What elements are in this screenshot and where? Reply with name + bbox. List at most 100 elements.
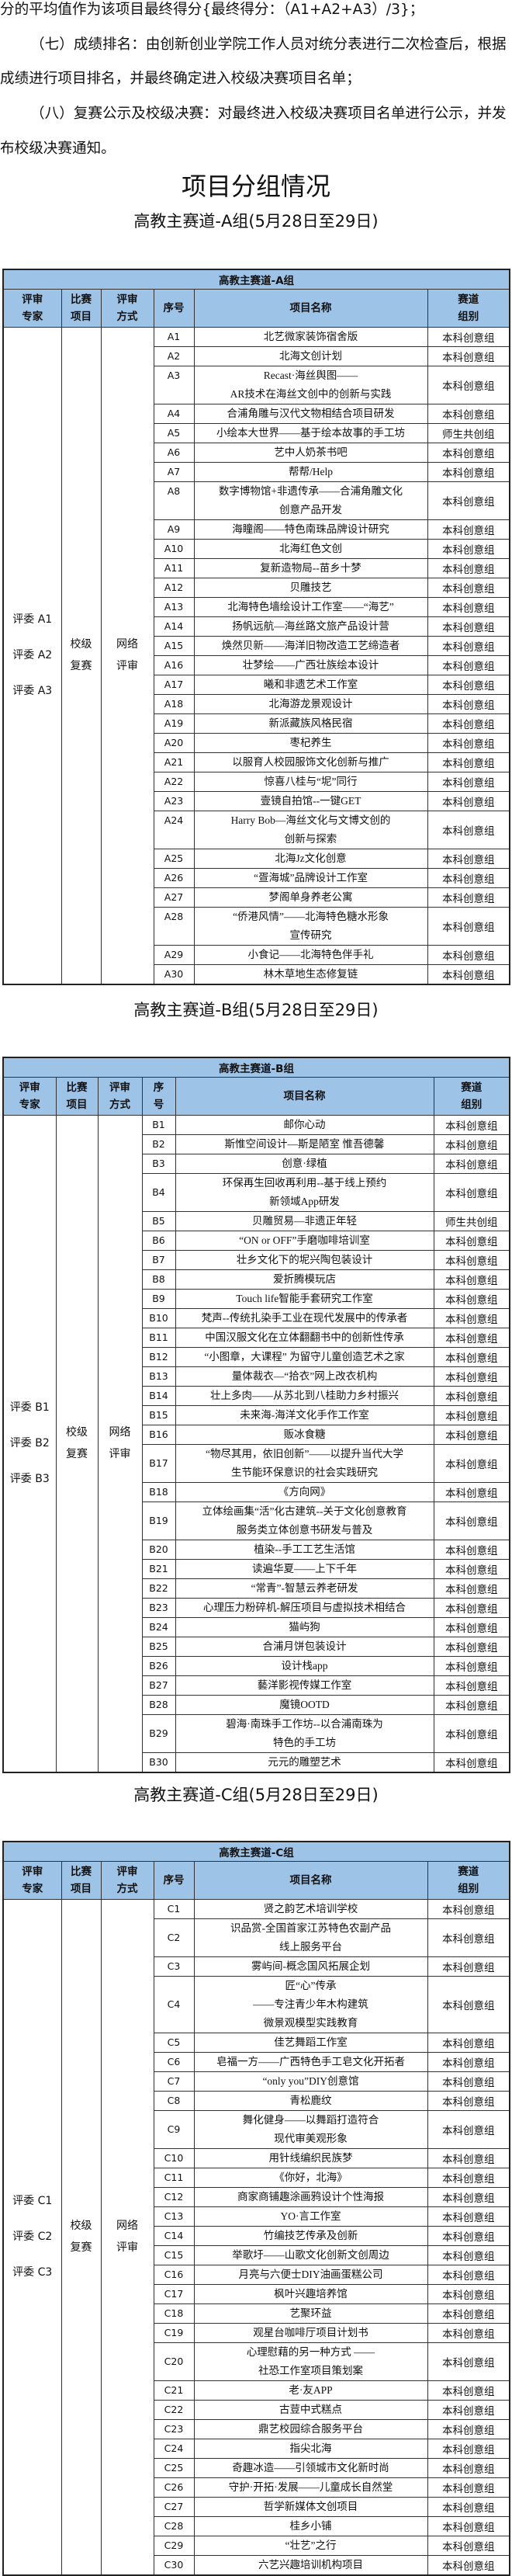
method-cell: 网络 评审 — [100, 1898, 154, 2576]
table-row: A16 壮梦绘——广西壮族绘本设计 本科创意组 — [3, 654, 510, 675]
table-row: C10 用针线编织民族梦 本科创意组 — [3, 2147, 510, 2168]
table-row: 评委 B1 评委 B2 评委 B3 校级 复赛 网络 评审 B1 邮你心动 本科创意组 — [2, 1114, 510, 1773]
table-caption-row: 高教主赛道-B组 — [2, 1057, 510, 1078]
track-cell: 本科创意组 — [433, 1558, 510, 1579]
table-row: B22 “常青”-智慧云养老研发 本科创意组 — [3, 1578, 510, 1599]
track-cell: 本科创意组 — [433, 1694, 510, 1715]
table-row: B25 合浦月饼包装设计 本科创意组 — [3, 1636, 510, 1657]
seq-cell: C19 — [153, 2322, 195, 2343]
project-name-cell: 邮你心动 — [175, 1114, 434, 1135]
project-name-cell: 海瞳阁——特色南珠品牌设计研究 — [193, 519, 428, 540]
group-table: 高教主赛道-B组 评审 专家 比赛 项目 评审 方式序 号项目名称 赛道 组别 评委 B1… — [2, 1056, 510, 1773]
table-row: B17 “物尽其用，依旧创新”——以提升当代大学 生节能环保意识的社会实践研究 本科… — [3, 1443, 510, 1483]
project-name-cell: 北海Jz文化创意 — [193, 848, 428, 869]
project-name-cell: 爱折腾模玩店 — [175, 1269, 434, 1290]
project-name-cell: 壮乡文化下的坭兴陶包装设计 — [175, 1249, 434, 1270]
project-name-cell: 梦阁单身养老公寓 — [193, 887, 428, 908]
seq-cell: B28 — [141, 1694, 176, 1715]
project-name-cell: 量体裁衣—“拾衣”网上改衣机构 — [175, 1366, 434, 1387]
seq-cell: B1 — [141, 1114, 176, 1135]
seq-cell: B14 — [141, 1385, 176, 1406]
track-cell: 本科创意组 — [427, 577, 510, 598]
track-cell: 本科创意组 — [427, 519, 510, 540]
seq-cell: B26 — [141, 1655, 176, 1676]
judge-name: 评委 C3 — [12, 2266, 53, 2279]
seq-cell: C28 — [153, 2515, 195, 2536]
track-cell: 本科创意组 — [427, 2303, 510, 2324]
project-name-cell: Touch life智能手套研究工作室 — [175, 1288, 434, 1309]
track-cell: 本科创意组 — [427, 2167, 510, 2188]
table-row: A8 数字博物馆+非遗传承——合浦角雕文化 创意产品开发 本科创意组 — [3, 481, 510, 520]
seq-cell: A14 — [153, 616, 195, 637]
seq-cell: B5 — [141, 1210, 176, 1231]
project-name-cell: 北艺微家装饰宿舍版 — [193, 326, 428, 347]
table-row: A2 北海文创计划 本科创意组 — [3, 345, 510, 366]
table-row: A29 小食记——北海特色伴手礼 本科创意组 — [3, 944, 510, 965]
project-name-cell: 枣杞养生 — [193, 732, 428, 753]
seq-cell: B4 — [141, 1172, 176, 1212]
track-cell: 本科创意组 — [433, 1153, 510, 1174]
seq-cell: B22 — [141, 1578, 176, 1599]
project-name-cell: 设计栈app — [175, 1655, 434, 1676]
seq-cell: C13 — [153, 2206, 195, 2227]
seq-cell: A8 — [153, 481, 195, 520]
seq-cell: C9 — [153, 2109, 195, 2149]
header-track: 赛道 组别 — [433, 1076, 510, 1116]
track-cell: 本科创意组 — [427, 963, 510, 985]
seq-cell: A12 — [153, 577, 195, 598]
project-name-cell: 合浦角雕与汉代文物相结合项目研发 — [193, 403, 428, 424]
project-name-cell: 匠“心”传承 ——专注青少年木构建筑 微景观模型实践教育 — [193, 1975, 428, 2033]
seq-cell: B23 — [141, 1597, 176, 1618]
table-row: A13 北海特色墙绘设计工作室——“海艺” 本科创意组 — [3, 596, 510, 617]
project-name-cell: 竹编技艺传承及创新 — [193, 2225, 428, 2246]
seq-cell: C6 — [153, 2051, 195, 2072]
seq-cell: A28 — [153, 906, 195, 946]
table-row: B26 设计栈app 本科创意组 — [3, 1655, 510, 1676]
header-event: 比赛 项目 — [61, 288, 102, 328]
project-name-cell: 贤之韵艺术培训学校 — [193, 1898, 428, 1919]
table-row: A23 壹镜自拍馆--一键GET 本科创意组 — [3, 790, 510, 811]
seq-cell: A21 — [153, 752, 195, 772]
table-row: C16 月亮与六便士DIY油画蛋糕公司 本科创意组 — [3, 2264, 510, 2285]
header-track: 赛道 组别 — [427, 1860, 510, 1900]
table-row: A24 Harry Bob—海丝文化与文博文创的 创新与探索 本科创意组 — [3, 810, 510, 849]
seq-cell: B27 — [141, 1675, 176, 1696]
table-row: A25 北海Jz文化创意 本科创意组 — [3, 848, 510, 869]
track-cell: 本科创意组 — [433, 1443, 510, 1483]
track-cell: 本科创意组 — [427, 2264, 510, 2285]
judge-name: 评委 B2 — [9, 1437, 50, 1450]
track-cell: 本科创意组 — [427, 2554, 510, 2576]
seq-cell: A10 — [153, 538, 195, 559]
seq-cell: B11 — [141, 1327, 176, 1348]
track-cell: 本科创意组 — [433, 1366, 510, 1387]
table-row: B14 壮上多肉——从苏北到八桂助力乡村振兴 本科创意组 — [3, 1385, 510, 1406]
project-name-cell: 以服育人校园服饰文化创新与推广 — [193, 752, 428, 772]
seq-cell: B30 — [141, 1751, 176, 1773]
seq-cell: A17 — [153, 674, 195, 695]
seq-cell: A23 — [153, 790, 195, 811]
track-cell: 本科创意组 — [427, 345, 510, 366]
track-cell: 本科创意组 — [427, 2283, 510, 2304]
paragraph-line: （七）成绩排名：由创新创业学院工作人员对统分表进行二次检查后，根据 — [30, 36, 507, 53]
track-cell: 本科创意组 — [433, 1675, 510, 1696]
table-row: 评委 C1 评委 C2 评委 C3 校级 复赛 网络 评审 C1 贤之韵艺术培训学校 本科创意… — [2, 1898, 510, 2576]
project-name-cell: 创意·绿植 — [175, 1153, 434, 1174]
page-title: 项目分组情况 — [181, 171, 330, 201]
seq-cell: C11 — [153, 2167, 195, 2188]
table-row: B18 《方向网》 本科创意组 — [3, 1481, 510, 1502]
header-event: 比赛 项目 — [55, 1076, 99, 1116]
track-cell: 本科创意组 — [427, 2322, 510, 2343]
seq-cell: B9 — [141, 1288, 176, 1309]
project-name-cell: 指尖北海 — [193, 2438, 428, 2459]
seq-cell: C14 — [153, 2225, 195, 2246]
track-cell: 本科创意组 — [427, 2477, 510, 2498]
track-cell: 本科创意组 — [427, 1898, 510, 1919]
seq-cell: A1 — [153, 326, 195, 347]
header-project-name: 项目名称 — [193, 1860, 428, 1900]
table-row: C20 心理慰藉的另一种方式 —— 社恐工作室项目策划案 本科创意组 — [3, 2342, 510, 2381]
project-name-cell: 佳艺舞蹈工作室 — [193, 2032, 428, 2053]
project-name-cell: 曦和非遗艺术工作室 — [193, 674, 428, 695]
project-name-cell: YO·言工作室 — [193, 2206, 428, 2227]
project-name-cell: 环保再生回收再利用--基于线上预约 新领域App研发 — [175, 1172, 434, 1212]
